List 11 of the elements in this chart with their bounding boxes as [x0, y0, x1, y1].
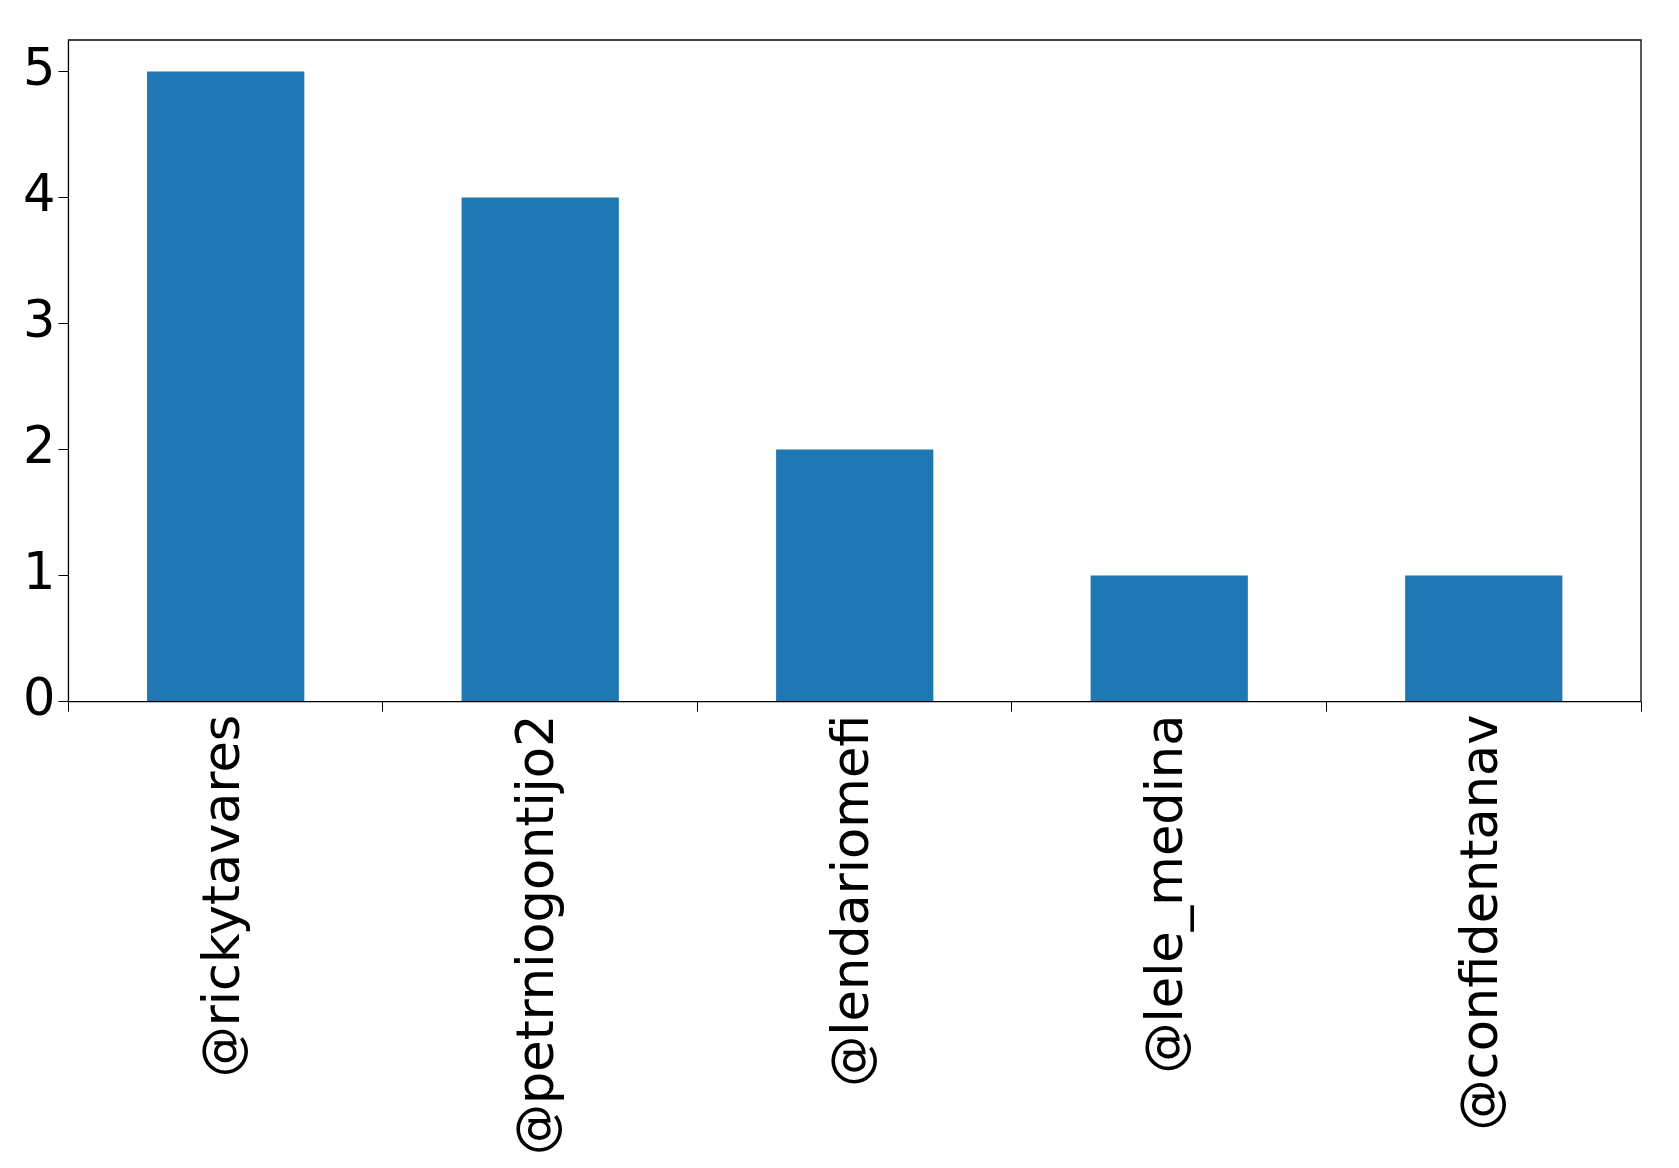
x-tick-label: @confidentanav	[1449, 714, 1509, 1131]
x-tick-label: @lele_medina	[1135, 714, 1195, 1074]
x-tick-label: @petrniogontijo2	[506, 714, 566, 1156]
y-tick-label: 0	[22, 667, 56, 727]
y-tick-label: 1	[22, 541, 56, 601]
y-tick-label: 2	[22, 415, 56, 475]
x-tick-label: @lendariomefi	[820, 714, 880, 1087]
y-tick-label: 5	[22, 37, 56, 97]
y-tick-label: 3	[22, 289, 56, 349]
x-tick-label: @rickytavares	[191, 714, 251, 1078]
y-tick-label: 4	[22, 163, 56, 223]
